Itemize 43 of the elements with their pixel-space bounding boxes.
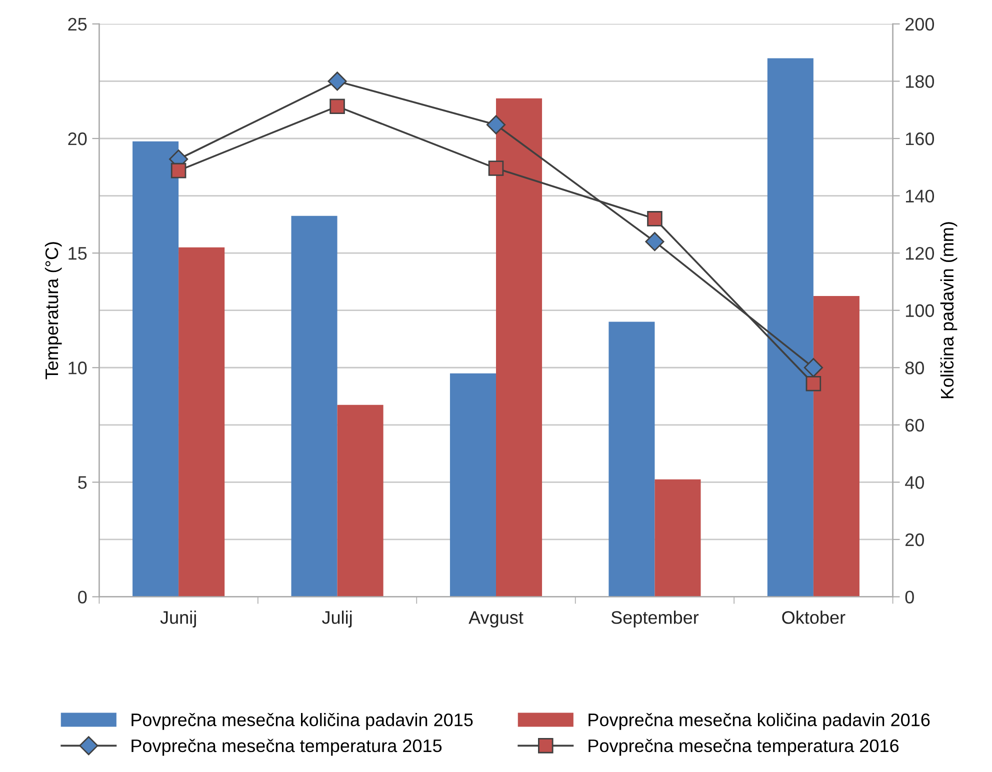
y2-tick-label: 40 [905, 476, 924, 489]
y-axis-title: Temperatura (°C) [44, 242, 62, 380]
legend-label: Povprečna mesečna temperatura 2016 [588, 738, 899, 756]
y2-tick-label: 20 [906, 533, 924, 546]
bar [178, 247, 225, 597]
point [170, 162, 186, 178]
x-tick-label: Avgust [468, 611, 524, 628]
legend-label: Povprečna mesečna temperatura 2015 [132, 738, 442, 756]
bar [608, 322, 655, 597]
y2-axis-title: Količina padavin (mm) [940, 222, 958, 398]
bar [450, 373, 496, 597]
point [488, 160, 504, 176]
y-tick-label: 15 [68, 247, 87, 260]
y2-tick-label: 120 [906, 246, 934, 260]
point [804, 358, 823, 378]
y-tick-label: 0 [78, 590, 87, 604]
y2-tick-label: 180 [906, 75, 934, 88]
point [647, 211, 662, 226]
x-tick-label: Julij [322, 610, 352, 628]
y-tick-label: 5 [78, 476, 87, 489]
bar [291, 216, 338, 597]
y2-tick-label: 80 [905, 362, 924, 374]
point [330, 98, 345, 114]
point [806, 376, 822, 392]
x-tick-label: September [611, 610, 699, 628]
y2-tick-label: 0 [905, 590, 914, 604]
y2-tick-label: 100 [906, 304, 934, 318]
y-tick-label: 20 [68, 132, 87, 146]
x-tick-label: Oktober [782, 610, 846, 624]
y2-tick-label: 60 [906, 418, 924, 432]
point [645, 232, 664, 252]
y2-tick-label: 140 [906, 190, 934, 202]
legend-label: Povprečna mesečna količina padavin 2016 [588, 712, 930, 730]
x-tick-label: Junij [160, 610, 196, 628]
bar [337, 404, 384, 597]
y2-tick-label: 200 [906, 18, 934, 31]
y2-tick-label: 160 [906, 132, 934, 146]
legend-label: Povprečna mesečna količina padavin 2015 [132, 712, 473, 730]
point [486, 115, 506, 134]
bar [654, 479, 701, 597]
y-tick-label: 10 [68, 362, 87, 374]
y-tick-label: 25 [68, 18, 87, 31]
point [328, 72, 347, 91]
